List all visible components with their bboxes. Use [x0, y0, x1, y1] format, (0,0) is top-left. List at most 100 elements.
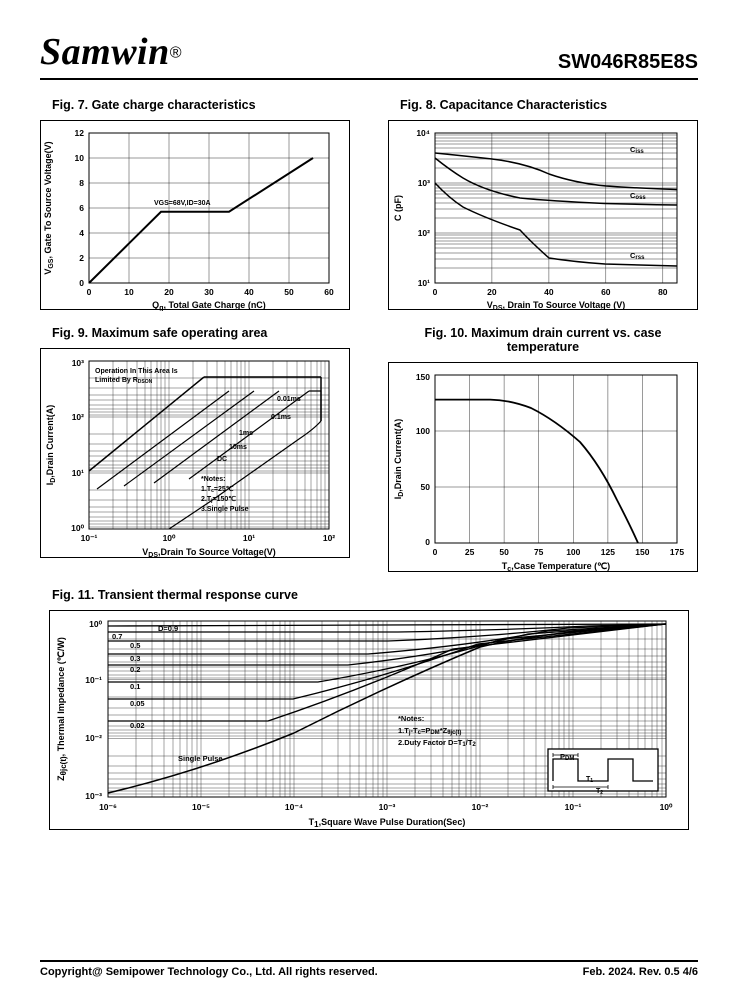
svg-text:10⁻¹: 10⁻¹	[85, 675, 102, 685]
svg-text:125: 125	[601, 547, 615, 557]
fig7-column: Fig. 7. Gate charge characteristics	[40, 98, 350, 310]
fig10-chart: 02550 75100125 150175 050100150 Tc,Case …	[388, 362, 698, 572]
svg-text:T2: T2	[596, 788, 603, 796]
fig7-chart: VGS=68V,ID=30A 01020 30405060 024 681012…	[40, 120, 350, 310]
svg-text:10⁰: 10⁰	[71, 523, 84, 533]
svg-text:0.5: 0.5	[130, 641, 140, 650]
fig7-annotation: VGS=68V,ID=30A	[154, 200, 211, 207]
fig11-chart: D=0.9 0.70.5 0.30.2 0.10.05 0.02 Single …	[49, 610, 689, 830]
svg-text:10⁻²: 10⁻²	[85, 733, 102, 743]
svg-text:60: 60	[601, 287, 611, 297]
svg-text:*Notes:: *Notes:	[201, 476, 226, 483]
fig9-title: Fig. 9. Maximum safe operating area	[40, 326, 350, 340]
brand-logo: Samwin®	[40, 30, 182, 74]
svg-text:10⁰: 10⁰	[163, 533, 176, 543]
svg-text:12: 12	[75, 128, 85, 138]
svg-text:0.1: 0.1	[130, 682, 140, 691]
svg-text:0.05: 0.05	[130, 699, 145, 708]
part-number: SW046R85E8S	[558, 51, 698, 74]
svg-text:1ms: 1ms	[239, 430, 253, 437]
svg-text:20: 20	[164, 287, 174, 297]
svg-text:10⁻²: 10⁻²	[472, 802, 489, 812]
svg-text:50: 50	[421, 482, 431, 492]
svg-text:0: 0	[433, 547, 438, 557]
footer-revision: Feb. 2024. Rev. 0.5 4/6	[583, 966, 698, 978]
svg-text:30: 30	[204, 287, 214, 297]
fig9-ylabel: ID,Drain Current(A)	[45, 405, 57, 486]
svg-text:2.Tj=150℃: 2.Tj=150℃	[201, 495, 236, 504]
svg-text:0.01ms: 0.01ms	[277, 396, 301, 403]
svg-text:10²: 10²	[72, 412, 84, 422]
svg-text:D=0.9: D=0.9	[158, 624, 178, 633]
svg-text:0.3: 0.3	[130, 654, 140, 663]
svg-text:10⁻¹: 10⁻¹	[565, 802, 582, 812]
fig9-note2: Limited By RDSON	[95, 377, 153, 385]
svg-text:Ciss: Ciss	[630, 145, 644, 155]
fig9-column: Fig. 9. Maximum safe operating area	[40, 326, 350, 572]
fig11-ylabel: Zθjc(t), Thermal Impedance (℃/W)	[56, 637, 68, 781]
svg-text:0.02: 0.02	[130, 721, 145, 730]
svg-text:150: 150	[416, 372, 430, 382]
svg-text:*Notes:: *Notes:	[398, 714, 424, 723]
svg-text:DC: DC	[217, 456, 227, 463]
figures-row-1: Fig. 7. Gate charge characteristics	[40, 98, 698, 310]
svg-text:6: 6	[79, 203, 84, 213]
svg-text:10²: 10²	[323, 533, 335, 543]
svg-text:10: 10	[124, 287, 134, 297]
svg-text:10²: 10²	[418, 228, 430, 238]
figures-row-2: Fig. 9. Maximum safe operating area	[40, 326, 698, 572]
svg-text:4: 4	[79, 228, 84, 238]
svg-text:3.Single Pulse: 3.Single Pulse	[201, 506, 249, 513]
svg-text:10: 10	[75, 153, 85, 163]
svg-text:60: 60	[324, 287, 334, 297]
fig9-chart: Operation In This Area Is Limited By RDS…	[40, 348, 350, 558]
svg-text:100: 100	[416, 426, 430, 436]
svg-text:50: 50	[499, 547, 509, 557]
svg-text:10¹: 10¹	[418, 278, 430, 288]
fig11-xlabel: T1,Square Wave Pulse Duration(Sec)	[309, 817, 466, 829]
fig9-note1: Operation In This Area Is	[95, 368, 178, 375]
fig8-chart: Ciss Coss Crss 020406080 10¹10²10³10⁴ VD…	[388, 120, 698, 310]
svg-text:10⁻⁵: 10⁻⁵	[192, 802, 210, 812]
svg-text:0.1ms: 0.1ms	[271, 414, 291, 421]
svg-text:0.7: 0.7	[112, 632, 122, 641]
fig7-xlabel: Qg, Total Gate Charge (nC)	[152, 300, 266, 311]
brand-text: Samwin	[40, 31, 170, 73]
svg-text:Crss: Crss	[630, 251, 645, 261]
svg-text:T1: T1	[586, 776, 593, 784]
svg-text:10ms: 10ms	[229, 444, 247, 451]
svg-text:1.Tc=25℃: 1.Tc=25℃	[201, 485, 234, 494]
svg-text:Coss: Coss	[630, 191, 646, 201]
registered-mark: ®	[170, 45, 182, 62]
fig7-ylabel: VGS, Gate To Source Voltage(V)	[43, 141, 55, 274]
svg-text:80: 80	[658, 287, 668, 297]
svg-text:0: 0	[433, 287, 438, 297]
fig8-ylabel: C (pF)	[393, 195, 403, 221]
footer-copyright: Copyright@ Semipower Technology Co., Ltd…	[40, 966, 378, 978]
svg-text:10¹: 10¹	[243, 533, 255, 543]
svg-text:50: 50	[284, 287, 294, 297]
fig7-title: Fig. 7. Gate charge characteristics	[40, 98, 350, 112]
svg-text:Single Pulse: Single Pulse	[178, 754, 223, 763]
svg-text:2: 2	[79, 253, 84, 263]
svg-text:40: 40	[244, 287, 254, 297]
svg-text:10⁻³: 10⁻³	[379, 802, 396, 812]
svg-text:0: 0	[87, 287, 92, 297]
svg-text:2.Duty Factor D=T1/T2: 2.Duty Factor D=T1/T2	[398, 738, 476, 748]
page-header: Samwin® SW046R85E8S	[40, 30, 698, 80]
svg-text:10⁻¹: 10⁻¹	[81, 533, 98, 543]
fig11-section: Fig. 11. Transient thermal response curv…	[40, 588, 698, 830]
fig8-title: Fig. 8. Capacitance Characteristics	[388, 98, 698, 112]
svg-text:25: 25	[465, 547, 475, 557]
svg-text:150: 150	[635, 547, 649, 557]
svg-text:20: 20	[487, 287, 497, 297]
svg-text:10⁻⁶: 10⁻⁶	[99, 802, 117, 812]
svg-text:10⁴: 10⁴	[416, 128, 430, 138]
svg-text:10⁻³: 10⁻³	[85, 791, 102, 801]
svg-text:8: 8	[79, 178, 84, 188]
fig10-column: Fig. 10. Maximum drain current vs. case …	[388, 326, 698, 572]
fig8-column: Fig. 8. Capacitance Characteristics	[388, 98, 698, 310]
svg-text:0: 0	[425, 537, 430, 547]
fig10-title: Fig. 10. Maximum drain current vs. case …	[388, 326, 698, 354]
svg-text:10¹: 10¹	[72, 468, 84, 478]
